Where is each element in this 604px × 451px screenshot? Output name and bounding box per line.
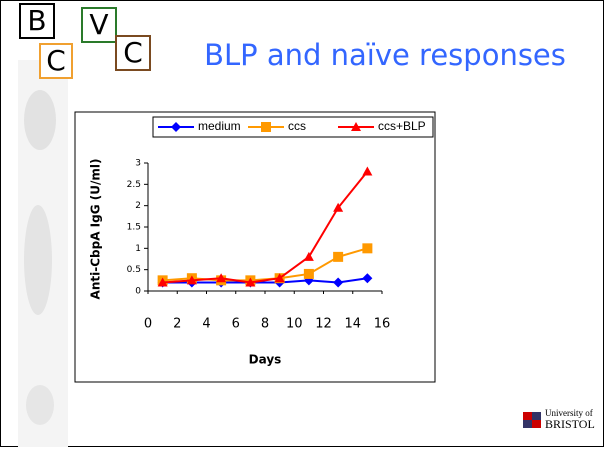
side-decoration: [24, 205, 52, 315]
y-tick-label: 3: [135, 159, 141, 169]
legend-label: ccs+BLP: [378, 119, 426, 133]
legend-label: ccs: [288, 119, 306, 133]
x-tick-label: 12: [315, 317, 332, 332]
university-shield: [532, 420, 541, 428]
university-text: BRISTOL: [545, 417, 595, 431]
legend-marker: [261, 122, 271, 132]
university-shield: [523, 420, 532, 428]
y-tick-label: 1.5: [127, 223, 141, 233]
slide-title: BLP and naïve responses: [204, 38, 566, 72]
side-decoration: [24, 90, 56, 150]
x-axis-label: Days: [249, 353, 282, 367]
x-tick-label: 0: [144, 317, 152, 332]
logo-letter: B: [27, 4, 46, 37]
x-tick-label: 2: [173, 317, 181, 332]
logo-letter: V: [89, 8, 108, 41]
y-tick-label: 2: [135, 201, 141, 211]
y-tick-label: 0.5: [127, 265, 141, 275]
university-shield: [532, 412, 541, 420]
x-tick-label: 16: [374, 317, 391, 332]
marker: [362, 243, 372, 253]
marker: [304, 269, 314, 279]
x-tick-label: 14: [344, 317, 361, 332]
logo-letter: C: [123, 36, 143, 69]
x-tick-label: 4: [202, 317, 210, 332]
slide: B C V C BLP and naïve responses Anti-Cbp…: [0, 0, 604, 447]
chart-frame: [75, 112, 435, 382]
x-tick-label: 10: [286, 317, 303, 332]
x-tick-label: 6: [232, 317, 240, 332]
x-tick-label: 8: [261, 317, 269, 332]
logo-letter: C: [46, 44, 66, 77]
marker: [333, 252, 343, 262]
side-decoration: [26, 385, 54, 425]
legend-label: medium: [198, 119, 241, 133]
y-axis-label: Anti-CbpA IgG (U/ml): [89, 159, 103, 300]
y-tick-label: 1: [135, 244, 141, 254]
university-shield: [523, 412, 532, 420]
y-tick-label: 0: [135, 287, 141, 297]
y-tick-label: 2.5: [127, 180, 141, 190]
